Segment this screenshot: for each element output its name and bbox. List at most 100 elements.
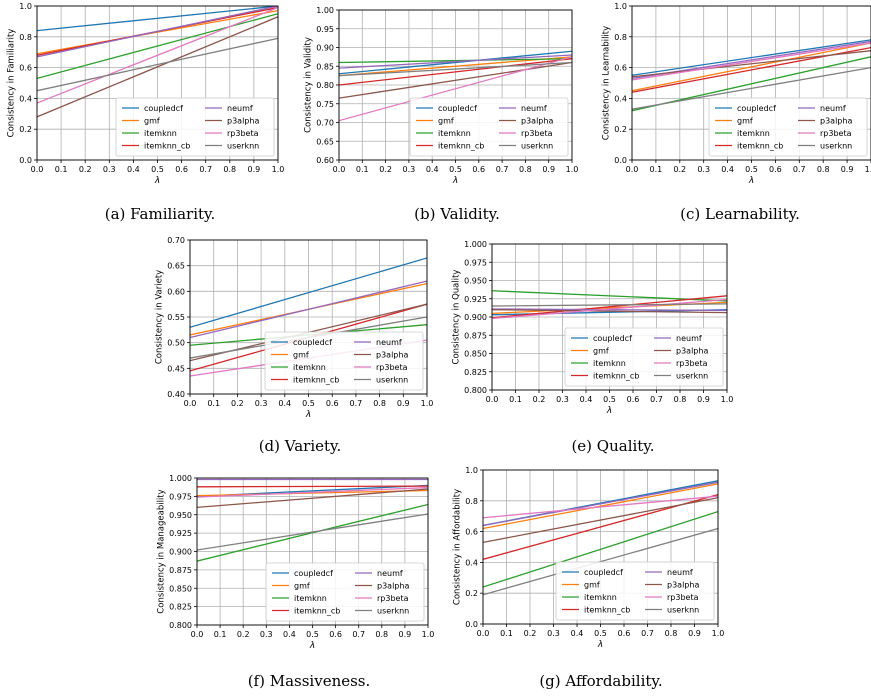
x-tick-label: 0.9 <box>399 630 412 639</box>
series-line-itemknn_cb <box>197 485 428 488</box>
legend-label-gmf: gmf <box>144 117 160 126</box>
chart-panel-3: 0.0 0.1 0.2 0.3 0.4 0.5 0.6 0.7 0.8 0.9 1.0 0.0 0.2 0… <box>601 2 871 223</box>
legend-label-gmf: gmf <box>737 117 753 126</box>
x-tick-label: 0.7 <box>650 395 663 404</box>
x-tick-label: 0.3 <box>103 165 116 174</box>
series-line-itemknn <box>37 13 278 80</box>
y-tick-label: 0.975 <box>464 258 487 267</box>
series-line-neumf <box>37 6 278 58</box>
series-line-gmf <box>37 9 278 55</box>
y-tick-label: 0.950 <box>464 277 487 286</box>
y-tick-label: 0.925 <box>169 529 192 538</box>
x-tick-label: 0.3 <box>255 399 268 408</box>
chart-panel-6: 0.0 0.1 0.2 0.3 0.4 0.5 0.6 0.7 0.8 0.9 1.0 0.800 0.… <box>157 474 435 690</box>
y-tick-label: 0.900 <box>169 548 192 557</box>
legend-label-itemknn_cb: itemknn_cb <box>737 142 783 151</box>
x-tick-label: 0.9 <box>688 629 701 638</box>
y-tick-label: 0.825 <box>169 603 192 612</box>
legend-label-gmf: gmf <box>294 582 310 591</box>
legend-label-gmf: gmf <box>438 117 454 126</box>
y-tick-label: 0.0 <box>465 620 478 629</box>
y-axis-label: Consistency in Quality <box>452 270 462 365</box>
x-tick-label: 0.0 <box>626 165 639 174</box>
legend-box <box>564 327 724 387</box>
y-tick-label: 0.875 <box>464 331 487 340</box>
chart-panel-2: 0.0 0.1 0.2 0.3 0.4 0.5 0.6 0.7 0.8 0.9 1.0 0.60 0.6… <box>303 6 578 223</box>
chart-panel-5: 0.0 0.1 0.2 0.3 0.4 0.5 0.6 0.7 0.8 0.9 1.0 0.800 0.… <box>452 240 734 455</box>
legend-label-coupledcf: coupledcf <box>737 104 776 113</box>
legend-box <box>555 561 715 621</box>
legend-label-neumf: neumf <box>667 568 693 577</box>
legend-label-rp3beta: rp3beta <box>820 129 852 138</box>
series-line-rp3beta <box>492 298 727 320</box>
y-tick-label: 0.70 <box>167 236 185 245</box>
x-tick-label: 0.5 <box>306 630 319 639</box>
x-tick-label: 0.1 <box>356 165 369 174</box>
y-tick-label: 0.70 <box>316 119 334 128</box>
y-tick-label: 0.900 <box>464 313 487 322</box>
legend-label-itemknn: itemknn <box>584 593 617 602</box>
series-line-itemknn_cb <box>492 295 727 319</box>
x-tick-label: 0.5 <box>745 165 758 174</box>
legend-label-userknn: userknn <box>521 142 553 151</box>
legend-label-itemknn_cb: itemknn_cb <box>593 372 639 381</box>
x-tick-label: 1.0 <box>865 165 871 174</box>
x-tick-label: 0.2 <box>231 399 244 408</box>
chart-caption: (e) Quality. <box>571 437 654 455</box>
y-tick-label: 1.000 <box>464 240 487 249</box>
y-tick-label: 0.75 <box>316 100 334 109</box>
x-tick-label: 0.3 <box>547 629 560 638</box>
y-tick-label: 0.65 <box>316 137 334 146</box>
y-tick-label: 0.90 <box>316 44 334 53</box>
legend-label-p3alpha: p3alpha <box>820 117 852 126</box>
x-tick-label: 0.6 <box>769 165 782 174</box>
chart-panel-7: 0.0 0.1 0.2 0.3 0.4 0.5 0.6 0.7 0.8 0.9 1.0 0.0 0.2 0… <box>452 466 724 690</box>
x-tick-label: 0.2 <box>533 395 546 404</box>
x-axis-label: λ <box>154 176 160 186</box>
y-tick-label: 1.0 <box>614 2 627 11</box>
x-axis-label: λ <box>606 406 612 416</box>
chart-caption: (g) Affordability. <box>539 672 662 690</box>
y-axis-label: Consistency in Validity <box>303 37 313 133</box>
y-tick-label: 0.8 <box>465 497 478 506</box>
series-line-userknn <box>492 303 727 307</box>
x-tick-label: 0.3 <box>556 395 569 404</box>
y-tick-label: 0.850 <box>169 584 192 593</box>
legend-label-neumf: neumf <box>676 334 702 343</box>
legend-label-itemknn: itemknn <box>144 129 177 138</box>
legend: coupledcf gmf itemknn itemknn_cb neumf p3alph… <box>708 97 868 157</box>
legend-label-userknn: userknn <box>667 606 699 615</box>
y-tick-label: 0.925 <box>464 295 487 304</box>
legend-box <box>708 97 868 157</box>
legend-label-coupledcf: coupledcf <box>438 104 477 113</box>
legend-label-itemknn: itemknn <box>737 129 770 138</box>
x-tick-label: 0.6 <box>175 165 188 174</box>
legend-label-neumf: neumf <box>376 338 402 347</box>
y-tick-label: 0.2 <box>614 125 627 134</box>
series-line-userknn <box>197 513 428 551</box>
x-axis-label: λ <box>305 410 311 420</box>
legend-label-coupledcf: coupledcf <box>584 568 623 577</box>
legend-label-gmf: gmf <box>593 347 609 356</box>
y-tick-label: 0.975 <box>169 492 192 501</box>
legend-label-userknn: userknn <box>676 372 708 381</box>
x-tick-label: 0.5 <box>594 629 607 638</box>
legend-label-rp3beta: rp3beta <box>676 359 708 368</box>
x-tick-label: 0.9 <box>248 165 261 174</box>
legend-box <box>265 562 425 622</box>
x-tick-label: 1.0 <box>721 395 734 404</box>
series-line-itemknn <box>339 58 572 64</box>
x-tick-label: 0.8 <box>375 630 388 639</box>
legend-label-p3alpha: p3alpha <box>376 351 408 360</box>
x-tick-label: 0.1 <box>207 399 220 408</box>
x-axis-label: λ <box>597 640 603 650</box>
series-line-rp3beta <box>37 6 278 104</box>
y-tick-label: 0.6 <box>19 64 32 73</box>
x-tick-label: 0.5 <box>449 165 462 174</box>
series-line-neumf <box>339 54 572 69</box>
x-tick-label: 1.0 <box>566 165 579 174</box>
y-tick-label: 0.6 <box>614 64 627 73</box>
y-tick-label: 0.0 <box>614 156 627 165</box>
x-tick-label: 0.6 <box>627 395 640 404</box>
legend-label-itemknn_cb: itemknn_cb <box>294 607 340 616</box>
